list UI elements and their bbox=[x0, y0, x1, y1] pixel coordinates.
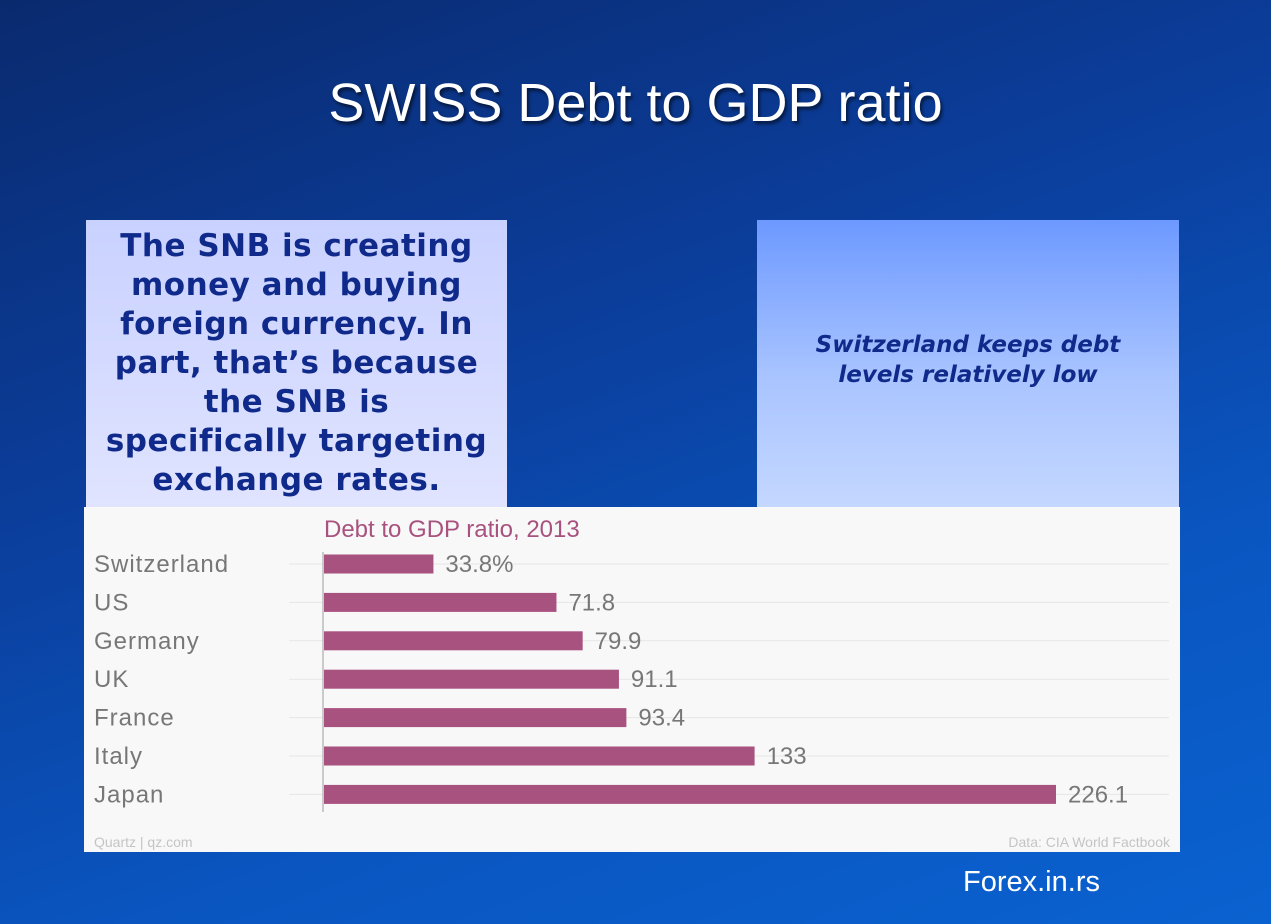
snb-callout-box: The SNB is creating money and buying for… bbox=[86, 220, 507, 507]
value-label-germany: 79.9 bbox=[595, 628, 642, 655]
category-label-uk: UK bbox=[94, 666, 129, 693]
chart-panel: Debt to GDP ratio, 2013 Switzerland 33.8%… bbox=[84, 507, 1180, 852]
category-label-japan: Japan bbox=[94, 781, 164, 808]
bar-japan bbox=[324, 784, 1056, 804]
bar-france bbox=[324, 708, 627, 728]
debt-callout-text: Switzerland keeps debt levels relatively… bbox=[815, 332, 1121, 388]
category-label-italy: Italy bbox=[94, 743, 143, 770]
chart-source-left: Quartz | qz.com bbox=[94, 834, 193, 850]
value-label-italy: 133 bbox=[767, 743, 807, 770]
category-label-switzerland: Switzerland bbox=[94, 551, 229, 578]
chart-bars: Switzerland 33.8% US 71.8 Germany 79.9 UK 91.1 F… bbox=[94, 551, 1128, 808]
chart-title: Debt to GDP ratio, 2013 bbox=[324, 516, 580, 543]
chart-source-right: Data: CIA World Factbook bbox=[1008, 834, 1171, 850]
bar-italy bbox=[324, 746, 755, 766]
slide-title: SWISS Debt to GDP ratio bbox=[328, 73, 943, 133]
bar-switzerland bbox=[324, 554, 434, 574]
bar-germany bbox=[324, 631, 583, 651]
debt-bar-chart: Debt to GDP ratio, 2013 Switzerland 33.8%… bbox=[94, 516, 1171, 850]
debt-callout-box: Switzerland keeps debt levels relatively… bbox=[757, 220, 1179, 507]
category-label-germany: Germany bbox=[94, 628, 200, 655]
footer-brand: Forex.in.rs bbox=[963, 866, 1100, 898]
value-label-uk: 91.1 bbox=[631, 666, 678, 693]
snb-callout-text: The SNB is creating money and buying for… bbox=[105, 228, 488, 498]
category-label-us: US bbox=[94, 589, 129, 616]
bar-us bbox=[324, 592, 557, 612]
value-label-switzerland: 33.8% bbox=[445, 551, 513, 578]
category-label-france: France bbox=[94, 705, 175, 732]
value-label-japan: 226.1 bbox=[1068, 781, 1128, 808]
value-label-us: 71.8 bbox=[568, 589, 615, 616]
bar-uk bbox=[324, 669, 619, 689]
value-label-france: 93.4 bbox=[638, 705, 685, 732]
